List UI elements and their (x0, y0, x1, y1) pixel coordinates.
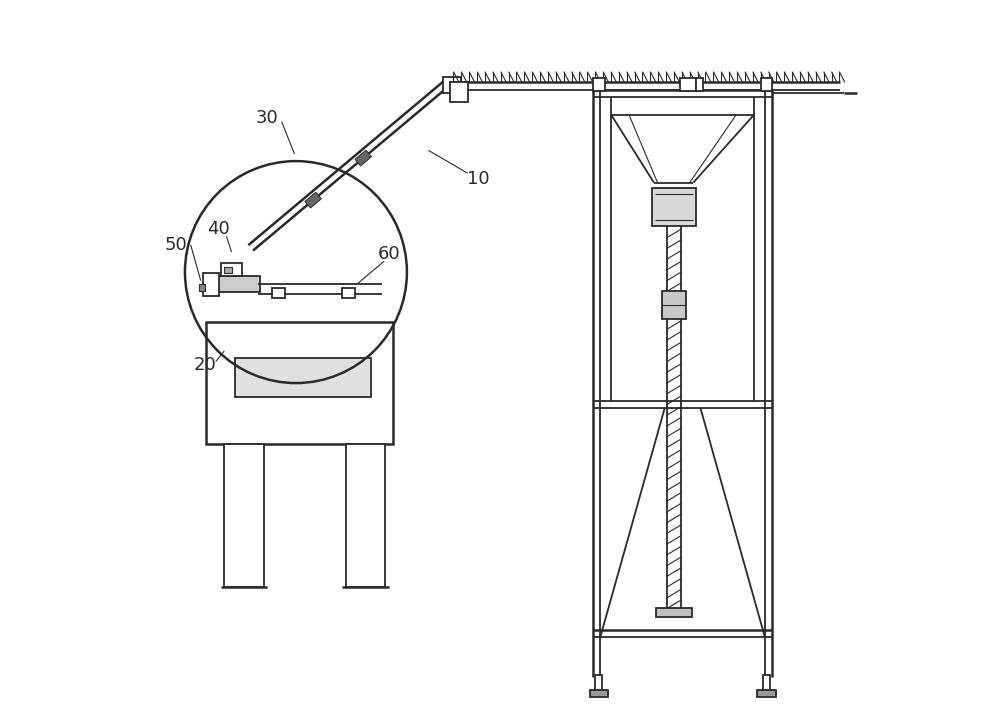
Text: 10: 10 (467, 170, 490, 188)
Text: 50: 50 (165, 236, 188, 254)
Bar (342, 288, 355, 298)
Bar (272, 288, 285, 298)
Bar (355, 150, 371, 166)
Bar (203, 273, 219, 296)
Text: 60: 60 (378, 245, 400, 263)
Text: 40: 40 (207, 220, 230, 238)
Bar (761, 78, 772, 91)
Bar (656, 608, 692, 617)
Bar (696, 78, 703, 91)
Bar (305, 192, 321, 208)
Text: 20: 20 (194, 356, 216, 374)
Bar (652, 188, 696, 226)
Bar (680, 78, 696, 91)
Bar (224, 444, 264, 587)
Bar (443, 77, 461, 93)
Bar (346, 444, 385, 587)
Bar (757, 690, 776, 697)
Bar (763, 675, 770, 691)
Text: 30: 30 (256, 109, 279, 127)
Bar (221, 263, 242, 276)
Bar (662, 291, 686, 319)
Bar (206, 322, 393, 444)
Bar (235, 358, 371, 397)
Bar (199, 284, 205, 291)
Bar (224, 267, 232, 273)
Bar (595, 675, 602, 691)
Bar (450, 82, 468, 102)
Bar (593, 78, 605, 91)
Bar (590, 690, 608, 697)
Bar (217, 276, 260, 292)
